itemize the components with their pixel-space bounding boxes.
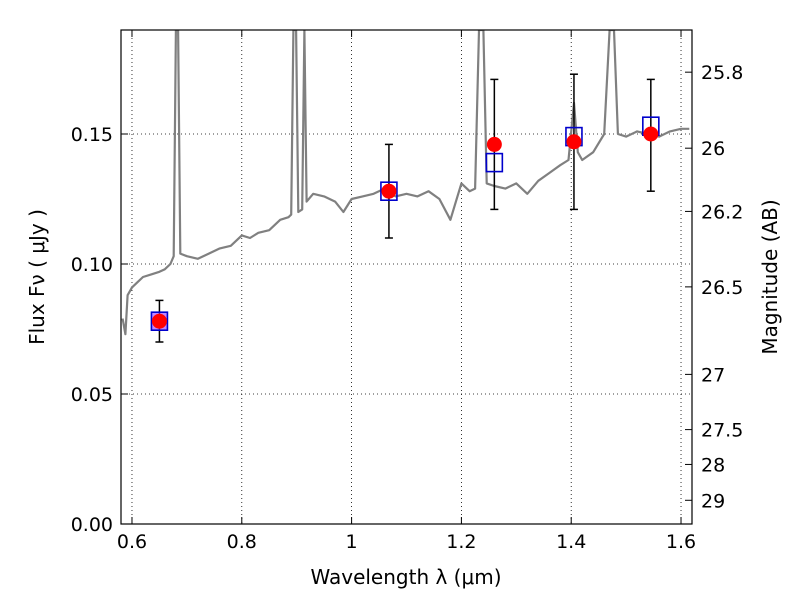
magnitude-tick-label: 29 xyxy=(701,490,725,512)
observed-point xyxy=(381,183,397,199)
model-band-square xyxy=(485,152,504,173)
x-axis-title: Wavelength λ (μm) xyxy=(310,565,501,589)
x-tick-label: 0.8 xyxy=(227,531,257,553)
magnitude-tick-label: 26 xyxy=(701,138,725,160)
x-tick-label: 1 xyxy=(346,531,358,553)
observed-point-layer xyxy=(151,126,659,329)
observed-point xyxy=(566,134,582,150)
y-axis-title: Flux Fν ( μJy ) xyxy=(25,209,49,345)
magnitude-tick-label: 28 xyxy=(701,454,725,476)
y-tick-label: 0.05 xyxy=(71,384,113,406)
x-tick-label: 1.2 xyxy=(446,531,476,553)
magnitude-tick-label: 27 xyxy=(701,364,725,386)
observed-point xyxy=(486,136,502,152)
plot-frame xyxy=(120,29,693,525)
spectrum-layer xyxy=(121,30,690,336)
y-tick-label: 0.15 xyxy=(71,124,113,146)
magnitude-tick-label: 25.8 xyxy=(701,62,743,84)
magnitude-tick-label: 27.5 xyxy=(701,420,743,442)
x-axis-ticks: 0.6 0.8 1 1.2 1.4 1.6 xyxy=(117,30,696,553)
y-tick-label: 0.10 xyxy=(71,254,113,276)
y-axis-ticks: 0.00 0.05 0.10 0.15 xyxy=(71,124,128,536)
magnitude-tick-label: 26.5 xyxy=(701,277,743,299)
observed-point xyxy=(151,313,167,329)
model-band-square xyxy=(380,181,398,201)
x-tick-label: 0.6 xyxy=(117,531,147,553)
y-tick-label: 0.00 xyxy=(71,514,113,536)
magnitude-axis-ticks: 25.8 26 26.2 26.5 27 27.5 28 29 xyxy=(685,62,743,512)
magnitude-tick-label: 26.2 xyxy=(701,201,743,223)
x-tick-label: 1.6 xyxy=(666,531,696,553)
plot-area xyxy=(121,30,692,524)
magnitude-axis-title: Magnitude (AB) xyxy=(758,199,782,354)
x-tick-label: 1.4 xyxy=(556,531,586,553)
spectrum-line xyxy=(121,30,690,336)
observed-point xyxy=(643,126,659,142)
